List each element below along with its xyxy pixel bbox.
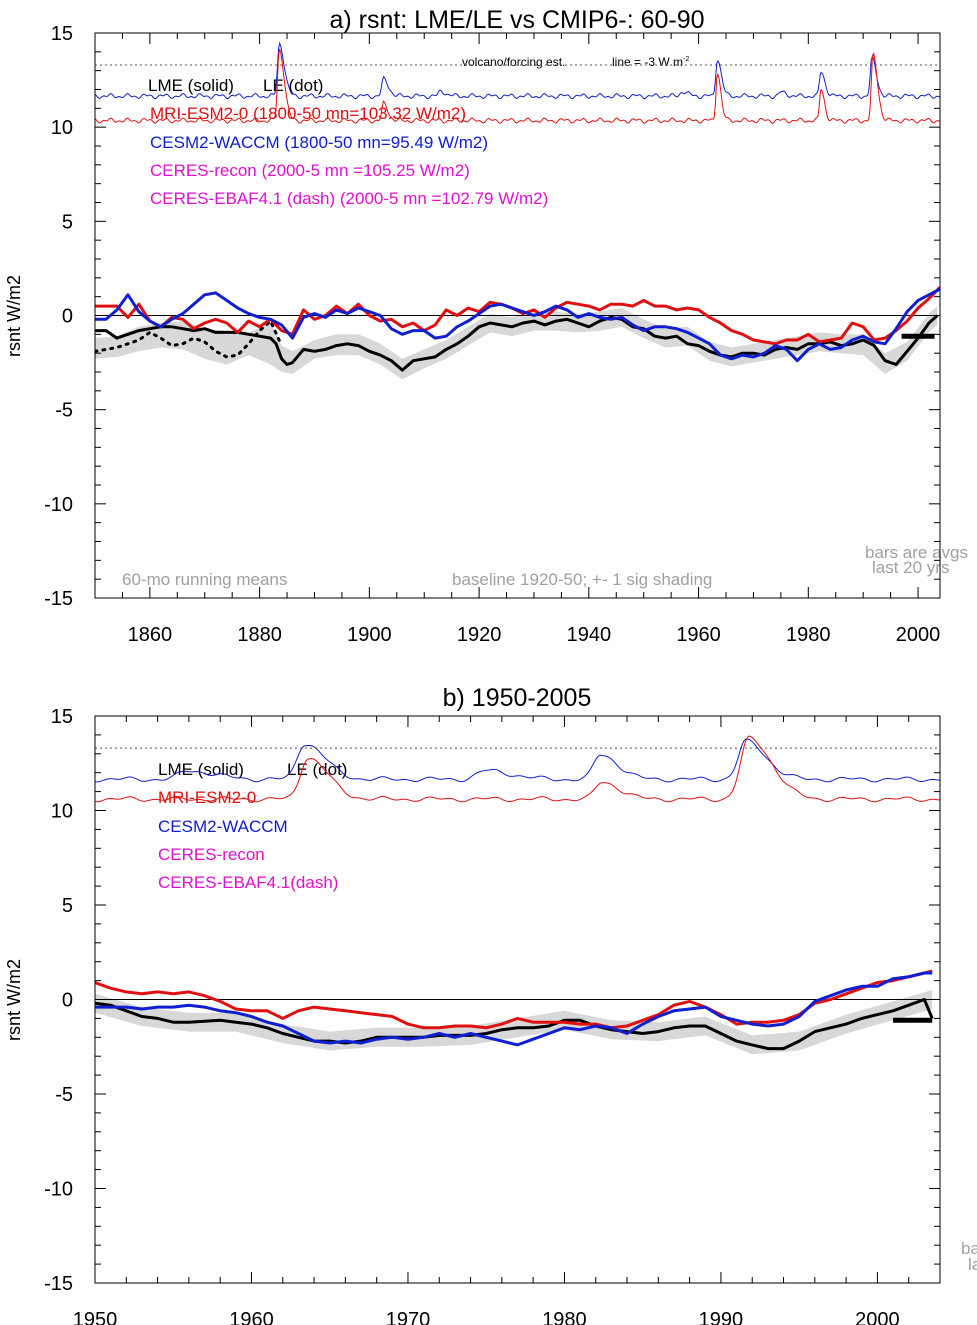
- panel-a-ytick-label: 10: [51, 117, 73, 139]
- panel-b-ytick-label: -10: [44, 1179, 73, 1201]
- panel-b-ytick-label: -5: [55, 1084, 73, 1106]
- panel-b-legend-ceres-recon: CERES-recon: [158, 845, 265, 864]
- panel-b-ytick-label: 10: [51, 801, 73, 823]
- panel-a-xtick-label: 1960: [676, 624, 721, 646]
- panel-b-xtick-label: 2000: [855, 1309, 900, 1325]
- panel-b-ytick-label: -15: [44, 1273, 73, 1295]
- panel-b-xtick-label: 1970: [386, 1309, 431, 1325]
- panel-a-plot-area: [95, 41, 940, 380]
- panel-a-forcing-line-blue: [95, 41, 940, 100]
- panel-a-ytick-label: 0: [62, 306, 73, 328]
- panel-a-legend-ceres-ebaf: CERES-EBAF4.1 (dash) (2000-5 mn =102.79 …: [150, 189, 548, 208]
- panel-a-xtick-label: 1980: [786, 624, 831, 646]
- panel-b-series-cesm2-waccm: [95, 971, 933, 1047]
- panel-a-ytick-label: -5: [55, 400, 73, 422]
- panel-a-legend-ceres-recon: CERES-recon (2000-5 mn =105.25 W/m2): [150, 161, 470, 180]
- panel-a-baseline-note: baseline 1920-50; +- 1 sig shading: [452, 570, 712, 589]
- panel-a-series-cesm2-waccm: [95, 287, 940, 363]
- panel-a-line-note: line = -3 W m-2: [612, 55, 689, 69]
- panel-a-ytick-label: 5: [62, 211, 73, 233]
- panel-a-series-le: [95, 319, 284, 359]
- panel-b-plot-area: [95, 735, 940, 1055]
- panel-a-bars-note-2: last 20 yrs: [872, 558, 949, 577]
- panel-b-title: b) 1950-2005: [443, 684, 592, 712]
- panel-b-legend-mri: MRI-ESM2-0: [158, 788, 256, 807]
- panel-a-ytick-label: 15: [51, 23, 73, 45]
- panel-b-ytick-label: 5: [62, 895, 73, 917]
- panel-b-series-lme: [95, 998, 934, 1051]
- panel-a-volcano-note: volcano/forcing est.: [462, 55, 565, 69]
- panel-b-edge-note-2: la: [968, 1255, 977, 1274]
- panel-b-ytick-label: 0: [62, 990, 73, 1012]
- panel-a-title: a) rsnt: LME/LE vs CMIP6-: 60-90: [329, 6, 704, 34]
- panel-a-legend-le: LE (dot): [263, 76, 323, 95]
- panel-a-forcing-line-red: [95, 48, 940, 124]
- panel-a-xtick-label: 1900: [347, 624, 392, 646]
- panel-b-legend-ceres-ebaf: CERES-EBAF4.1(dash): [158, 873, 338, 892]
- panel-a-xtick-label: 1920: [457, 624, 502, 646]
- panel-a-series-lme: [95, 314, 939, 372]
- panel-a-xtick-label: 2000: [896, 624, 941, 646]
- panel-a-bars-note-1: bars are avgs: [865, 543, 968, 562]
- panel-b-ylabel: rsnt W/m2: [4, 959, 24, 1041]
- panel-a-sigma-band: [95, 306, 938, 380]
- panel-b-ytick-label: 15: [51, 706, 73, 728]
- panel-a-legend-cesm: CESM2-WACCM (1800-50 mn=95.49 W/m2): [150, 133, 488, 152]
- panel-a-running-means: 60-mo running means: [122, 570, 287, 589]
- panel-a-xtick-label: 1860: [128, 624, 173, 646]
- panel-a-ytick-label: -15: [44, 588, 73, 610]
- panel-a-xtick-label: 1880: [237, 624, 282, 646]
- panel-a-xtick-label: 1940: [567, 624, 612, 646]
- panel-a-line-note-sup: -2: [683, 56, 689, 63]
- panel-b-xtick-label: 1990: [699, 1309, 744, 1325]
- panel-b-forcing-line-blue: [95, 738, 940, 783]
- panel-b-legend-cesm: CESM2-WACCM: [158, 817, 288, 836]
- panel-a-legend-lme: LME (solid): [148, 76, 234, 95]
- panel-b-forcing-line-red: [95, 735, 940, 803]
- panel-a-ylabel: rsnt W/m2: [4, 275, 24, 357]
- panel-b-legend-le: LE (dot): [287, 760, 347, 779]
- panel-b-legend-lme: LME (solid): [158, 760, 244, 779]
- panel-b-edge-note-1: ba: [961, 1239, 977, 1258]
- panel-b-xtick-label: 1950: [73, 1309, 118, 1325]
- panel-a-ytick-label: -10: [44, 494, 73, 516]
- panel-b-xtick-label: 1960: [229, 1309, 274, 1325]
- panel-b-xtick-label: 1980: [542, 1309, 587, 1325]
